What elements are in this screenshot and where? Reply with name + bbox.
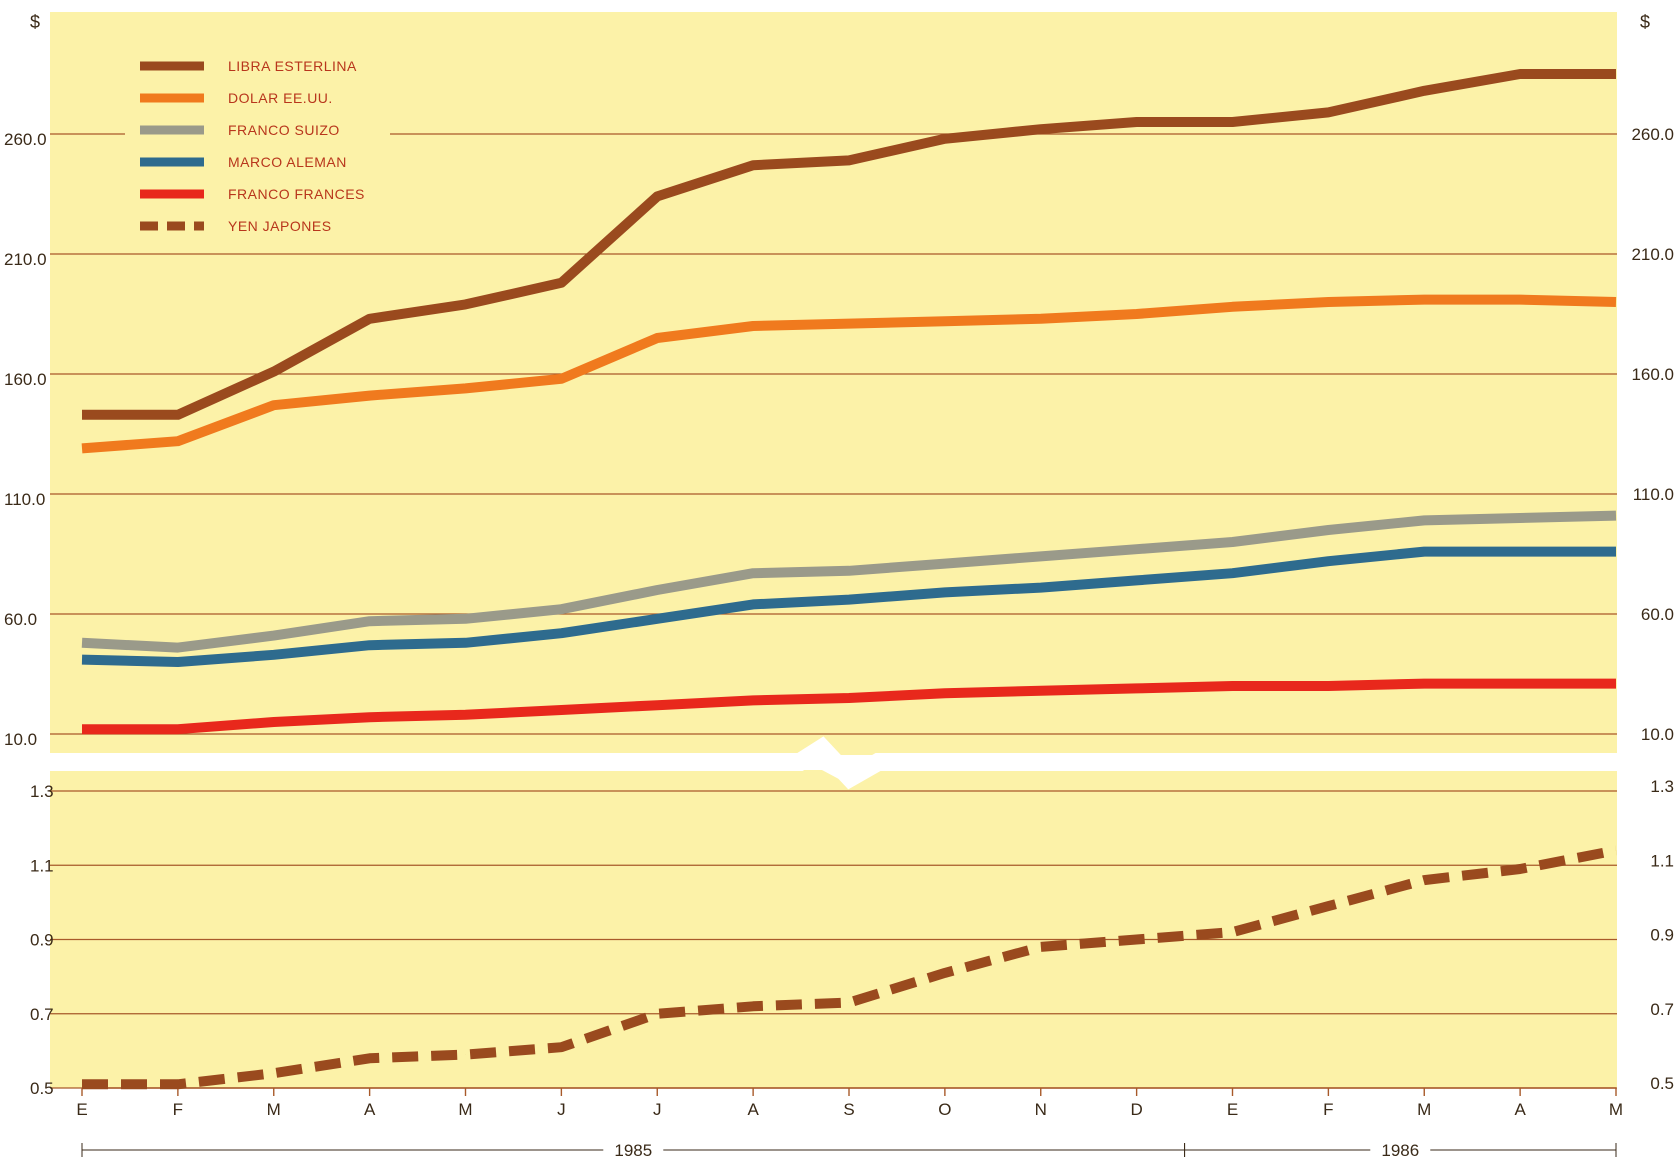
x-tick-label: M [267, 1100, 281, 1119]
y-tick-label-left: 0.5 [30, 1079, 54, 1098]
y-tick-label-left: 260.0 [4, 130, 47, 149]
y-tick-label-right: 260.0 [1631, 125, 1674, 144]
y-tick-label-right: 10.0 [1641, 725, 1674, 744]
axis-break-zigzag [50, 736, 1617, 790]
x-tick-label: S [843, 1100, 854, 1119]
x-tick-label: N [1035, 1100, 1047, 1119]
x-tick-label: M [1417, 1100, 1431, 1119]
x-tick-label: O [938, 1100, 951, 1119]
x-tick-label: A [1514, 1100, 1526, 1119]
y-tick-label-right: 210.0 [1631, 245, 1674, 264]
x-tick-label: F [173, 1100, 183, 1119]
y-tick-label-left: 1.1 [30, 856, 54, 875]
x-tick-label: J [653, 1100, 662, 1119]
legend-label: FRANCO FRANCES [228, 186, 365, 202]
legend-label: FRANCO SUIZO [228, 122, 340, 138]
series-line-yen-japones [82, 845, 1617, 1090]
x-tick-label: F [1323, 1100, 1333, 1119]
y-tick-label-right: 160.0 [1631, 365, 1674, 384]
period-label: 1986 [1381, 1141, 1419, 1160]
x-tick-label: M [1609, 1100, 1623, 1119]
y-tick-label-right: 0.9 [1650, 926, 1674, 945]
x-tick-label: E [76, 1100, 87, 1119]
y-tick-label-right: 1.1 [1650, 851, 1674, 870]
period-label: 1985 [614, 1141, 652, 1160]
currency-label-left: $ [30, 12, 40, 32]
y-tick-label-left: 0.7 [30, 1005, 54, 1024]
y-tick-label-right: 1.3 [1650, 777, 1674, 796]
x-tick-label: D [1130, 1100, 1142, 1119]
currency-label-right: $ [1640, 12, 1650, 32]
x-tick-label: M [458, 1100, 472, 1119]
x-tick-label: A [364, 1100, 376, 1119]
y-tick-label-left: 210.0 [4, 250, 47, 269]
x-tick-label: A [747, 1100, 759, 1119]
y-tick-label-right: 60.0 [1641, 605, 1674, 624]
x-tick-label: J [557, 1100, 566, 1119]
y-tick-label-right: 110.0 [1633, 485, 1674, 504]
lower-panel-background [50, 770, 1617, 1088]
x-tick-label: E [1227, 1100, 1238, 1119]
y-tick-label-left: 1.3 [30, 782, 54, 801]
y-tick-label-left: 10.0 [4, 730, 37, 749]
legend-label: LIBRA ESTERLINA [228, 58, 357, 74]
legend-label: MARCO ALEMAN [228, 154, 347, 170]
y-tick-label-left: 160.0 [4, 370, 47, 389]
y-tick-label-left: 60.0 [4, 610, 37, 629]
y-tick-label-left: 110.0 [4, 490, 45, 509]
y-tick-label-right: 0.5 [1650, 1074, 1674, 1093]
y-tick-label-left: 0.9 [30, 931, 54, 950]
legend-background [125, 48, 390, 238]
y-tick-label-right: 0.7 [1650, 1000, 1674, 1019]
legend-label: DOLAR EE.UU. [228, 90, 333, 106]
legend-label: YEN JAPONES [228, 218, 332, 234]
